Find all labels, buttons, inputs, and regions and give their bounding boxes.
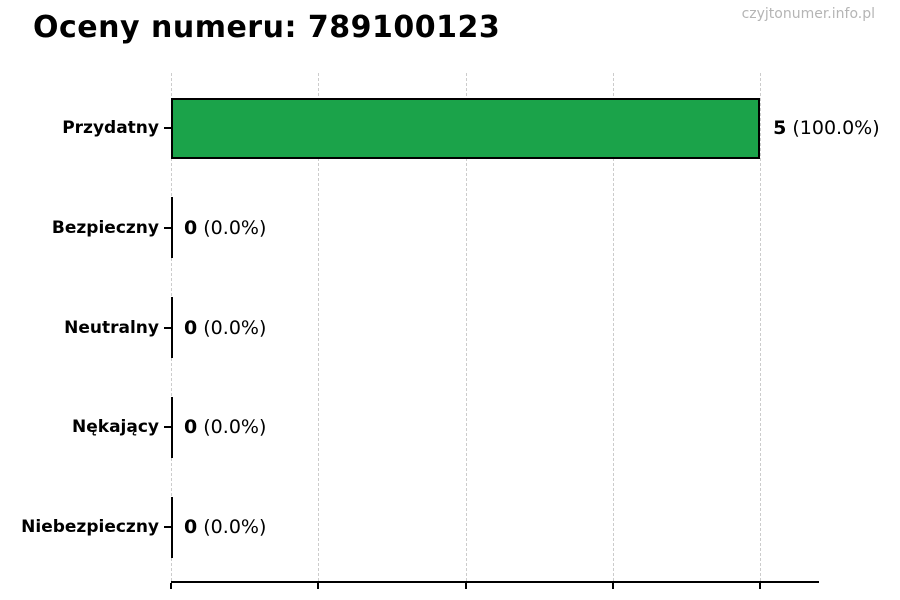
value-count-2: 0 [184, 316, 198, 339]
plot-area: Przydatny 5 (100.0%) Bezpieczny 0 (0.0%) Neu… [21, 73, 880, 589]
y-axis-tick-2 [164, 326, 171, 329]
value-label-1: 0 (0.0%) [184, 217, 266, 239]
category-label-2: Neutralny [64, 317, 159, 338]
bar-2 [171, 297, 173, 358]
value-label-4: 0 (0.0%) [184, 516, 266, 538]
bar-0 [171, 97, 761, 159]
category-label-0: Przydatny [62, 118, 159, 138]
y-axis-tick-1 [164, 226, 171, 229]
value-count-4: 0 [184, 516, 198, 538]
value-count-1: 0 [184, 216, 198, 239]
value-percent-4: (0.0%) [197, 516, 267, 538]
value-percent-1: (0.0%) [197, 216, 267, 239]
category-label-1: Bezpieczny [51, 217, 159, 238]
y-axis-tick-0 [164, 127, 171, 129]
gridline-x-4 [760, 73, 762, 581]
value-count-0: 5 [773, 117, 787, 139]
value-percent-0: (100.0%) [786, 117, 880, 139]
x-axis-tick-3 [611, 583, 614, 589]
bar-4 [171, 496, 173, 558]
category-label-3: Nękający [72, 417, 159, 438]
x-axis-tick-0 [170, 583, 172, 589]
value-count-3: 0 [184, 416, 198, 439]
x-axis-tick-4 [759, 583, 762, 589]
category-label-4: Niebezpieczny [21, 517, 159, 537]
watermark: czyjtonumer.info.pl [741, 6, 875, 22]
value-label-3: 0 (0.0%) [184, 416, 266, 438]
value-percent-3: (0.0%) [197, 416, 267, 439]
value-label-2: 0 (0.0%) [184, 317, 266, 339]
gridline-x-1 [318, 73, 320, 581]
x-axis-tick-1 [317, 583, 320, 589]
y-axis-tick-4 [164, 526, 171, 528]
value-label-0: 5 (100.0%) [773, 117, 880, 139]
x-axis-tick-2 [464, 583, 467, 589]
value-percent-2: (0.0%) [197, 316, 267, 339]
y-axis-tick-3 [164, 426, 171, 429]
bar-3 [171, 396, 173, 458]
chart-title: Oceny numeru: 789100123 [33, 10, 501, 45]
gridline-x-2 [465, 73, 467, 581]
bar-1 [171, 197, 173, 259]
gridline-x-3 [612, 73, 614, 581]
